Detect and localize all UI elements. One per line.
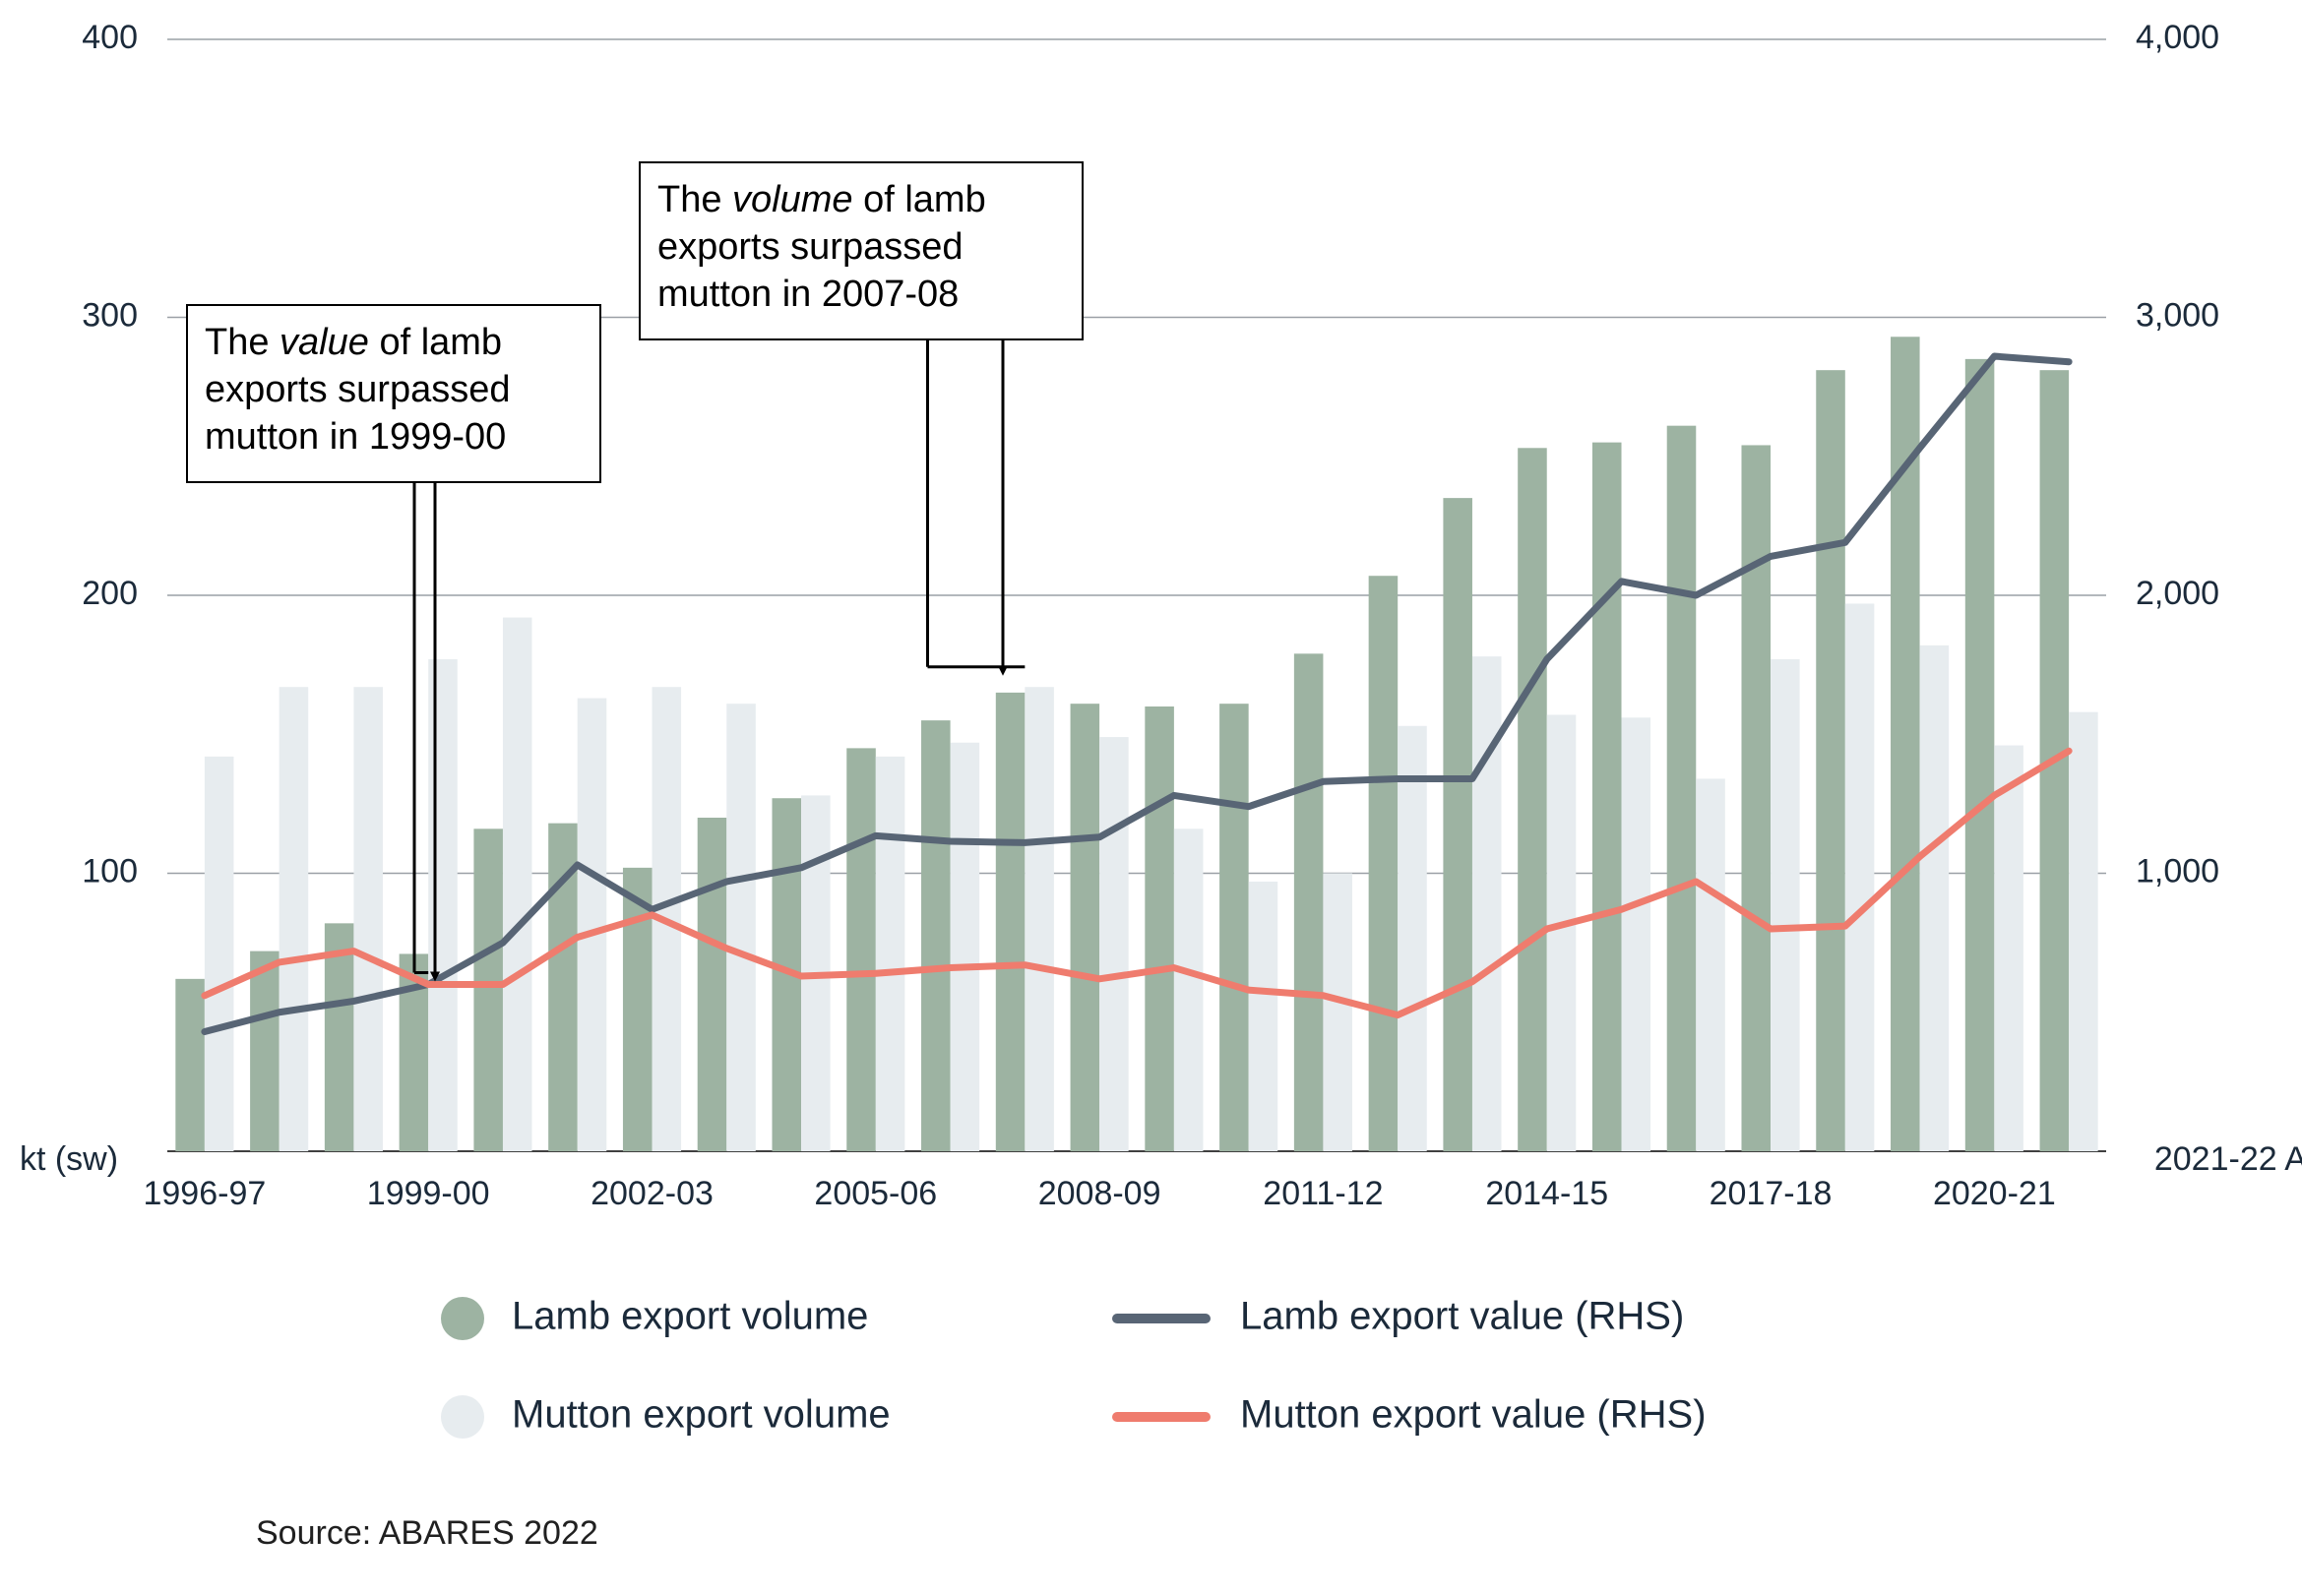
svg-text:3,000: 3,000 bbox=[2136, 296, 2219, 334]
svg-text:exports surpassed: exports surpassed bbox=[657, 226, 964, 268]
bar-lamb-volume bbox=[1294, 653, 1324, 1151]
bar-mutton-volume bbox=[1622, 717, 1651, 1151]
y-right-title: 2021-22 A$m bbox=[2154, 1140, 2302, 1178]
bar-mutton-volume bbox=[951, 743, 980, 1151]
svg-text:300: 300 bbox=[82, 296, 138, 334]
bar-lamb-volume bbox=[1592, 443, 1622, 1151]
svg-text:mutton in 2007-08: mutton in 2007-08 bbox=[657, 274, 959, 315]
svg-text:2014-15: 2014-15 bbox=[1485, 1175, 1608, 1212]
annotation-text: The volume of lamb bbox=[657, 179, 986, 220]
bar-mutton-volume bbox=[2069, 712, 2098, 1151]
bar-lamb-volume bbox=[175, 979, 205, 1151]
bar-mutton-volume bbox=[1323, 874, 1352, 1152]
bar-mutton-volume bbox=[428, 659, 458, 1151]
bar-mutton-volume bbox=[280, 687, 309, 1151]
bar-lamb-volume bbox=[1219, 704, 1249, 1151]
svg-text:1,000: 1,000 bbox=[2136, 852, 2219, 890]
legend-mutton-volume-swatch bbox=[441, 1395, 484, 1439]
svg-text:2005-06: 2005-06 bbox=[814, 1175, 937, 1212]
legend-mutton-value-label: Mutton export value (RHS) bbox=[1240, 1393, 1707, 1437]
bar-lamb-volume bbox=[1443, 498, 1472, 1151]
source-text: Source: ABARES 2022 bbox=[256, 1514, 598, 1552]
svg-text:exports surpassed: exports surpassed bbox=[205, 369, 511, 410]
bar-mutton-volume bbox=[1771, 659, 1800, 1151]
svg-text:2020-21: 2020-21 bbox=[1933, 1175, 2056, 1212]
bar-mutton-volume bbox=[1920, 645, 1950, 1151]
bar-mutton-volume bbox=[1025, 687, 1054, 1151]
y-left-title: kt (sw) bbox=[20, 1140, 118, 1178]
bar-lamb-volume bbox=[1741, 445, 1771, 1151]
bar-lamb-volume bbox=[1667, 426, 1697, 1151]
bar-mutton-volume bbox=[503, 618, 532, 1151]
bar-lamb-volume bbox=[1816, 370, 1845, 1151]
bar-mutton-volume bbox=[1099, 737, 1129, 1151]
svg-text:200: 200 bbox=[82, 575, 138, 612]
bar-lamb-volume bbox=[1369, 576, 1399, 1151]
bar-mutton-volume bbox=[1547, 714, 1577, 1151]
svg-text:100: 100 bbox=[82, 852, 138, 890]
bar-mutton-volume bbox=[1994, 746, 2023, 1151]
bar-mutton-volume bbox=[876, 757, 905, 1151]
bar-mutton-volume bbox=[578, 699, 607, 1151]
bar-lamb-volume bbox=[473, 829, 503, 1151]
svg-text:4,000: 4,000 bbox=[2136, 19, 2219, 56]
bar-lamb-volume bbox=[698, 818, 727, 1151]
legend-lamb-value-label: Lamb export value (RHS) bbox=[1240, 1295, 1684, 1338]
bar-mutton-volume bbox=[205, 757, 234, 1151]
legend-mutton-volume-label: Mutton export volume bbox=[512, 1393, 891, 1437]
bar-lamb-volume bbox=[1071, 704, 1100, 1151]
svg-text:1996-97: 1996-97 bbox=[143, 1175, 266, 1212]
bar-mutton-volume bbox=[1398, 726, 1427, 1151]
bar-mutton-volume bbox=[726, 704, 756, 1151]
svg-text:400: 400 bbox=[82, 19, 138, 56]
bar-mutton-volume bbox=[1472, 656, 1502, 1151]
export-chart: 100 200 300 400 1,000 2,000 3,000 4,000 kt (sw) 2… bbox=[0, 0, 2302, 1596]
bar-mutton-volume bbox=[1845, 603, 1875, 1151]
bar-lamb-volume bbox=[921, 720, 951, 1151]
bar-mutton-volume bbox=[1174, 829, 1204, 1151]
annotation-text: The value of lamb bbox=[205, 322, 502, 363]
svg-text:2011-12: 2011-12 bbox=[1263, 1175, 1383, 1212]
bar-mutton-volume bbox=[353, 687, 383, 1151]
svg-text:2002-03: 2002-03 bbox=[591, 1175, 714, 1212]
bar-lamb-volume bbox=[1145, 706, 1174, 1151]
svg-text:2008-09: 2008-09 bbox=[1038, 1175, 1161, 1212]
bar-mutton-volume bbox=[1249, 882, 1278, 1151]
bar-lamb-volume bbox=[846, 748, 876, 1151]
bar-lamb-volume bbox=[250, 951, 280, 1151]
svg-text:2,000: 2,000 bbox=[2136, 575, 2219, 612]
svg-text:2017-18: 2017-18 bbox=[1710, 1175, 1833, 1212]
bar-lamb-volume bbox=[1518, 448, 1547, 1151]
svg-text:1999-00: 1999-00 bbox=[367, 1175, 490, 1212]
legend-lamb-volume-label: Lamb export volume bbox=[512, 1295, 868, 1338]
bar-lamb-volume bbox=[996, 693, 1026, 1151]
chart-container: 100 200 300 400 1,000 2,000 3,000 4,000 kt (sw) 2… bbox=[0, 0, 2302, 1596]
bar-lamb-volume bbox=[1965, 359, 1995, 1151]
svg-text:mutton in 1999-00: mutton in 1999-00 bbox=[205, 416, 506, 458]
bar-mutton-volume bbox=[1696, 778, 1725, 1151]
legend-lamb-volume-swatch bbox=[441, 1297, 484, 1340]
